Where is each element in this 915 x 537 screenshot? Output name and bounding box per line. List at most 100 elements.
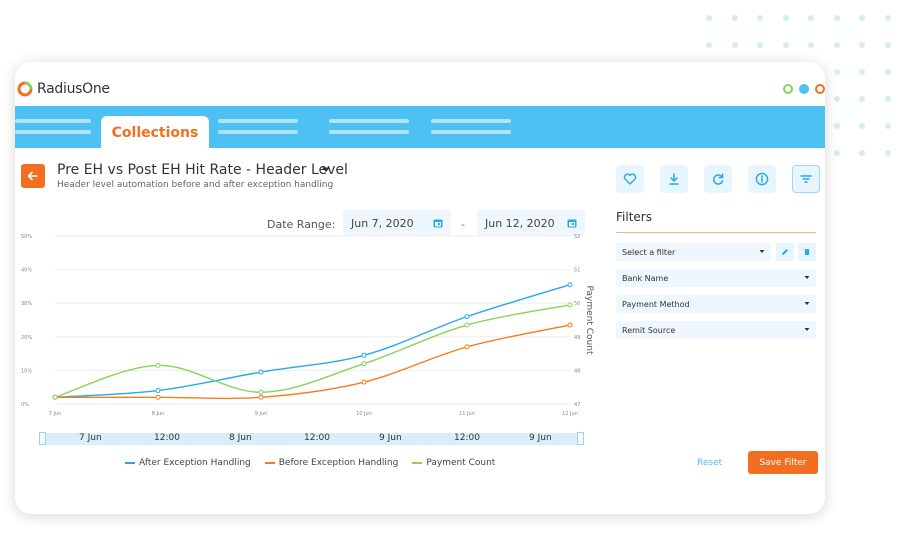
bank-name-filter[interactable]: Bank Name — [616, 269, 816, 287]
refresh-icon — [713, 173, 724, 185]
logo: RadiusOne — [17, 79, 110, 99]
y-right-tick-label: 48 — [574, 368, 580, 374]
window-control-green[interactable] — [783, 84, 793, 94]
trash-icon — [804, 249, 810, 255]
caret-down-icon — [804, 276, 810, 279]
decorative-dot — [782, 42, 789, 48]
tab-placeholder[interactable] — [15, 119, 91, 123]
page-subtitle: Header level automation before and after… — [57, 180, 334, 190]
delete-filter-button[interactable] — [798, 243, 816, 261]
select-filter-dropdown[interactable]: Select a filter — [616, 243, 771, 261]
payment-method-filter[interactable]: Payment Method — [616, 295, 816, 313]
decorative-dot — [706, 42, 712, 48]
decorative-dot — [833, 96, 840, 102]
decorative-dot — [782, 15, 789, 21]
info-button[interactable] — [748, 165, 776, 193]
favorite-button[interactable] — [616, 165, 644, 193]
after-exception-handling-line — [54, 284, 571, 398]
refresh-button[interactable] — [704, 165, 732, 193]
range-handle-right[interactable] — [577, 432, 584, 445]
title-bar: RadiusOne — [15, 62, 825, 106]
edit-filter-button[interactable] — [776, 243, 794, 261]
tab-placeholder[interactable] — [329, 130, 409, 134]
x-tick-label: 11 Jun — [459, 411, 475, 417]
x-tick-label: 10 Jun — [356, 411, 372, 417]
tab-placeholder[interactable] — [218, 130, 298, 134]
decorative-dot — [884, 150, 891, 156]
decorative-dot — [884, 15, 891, 21]
legend-swatch — [125, 462, 135, 464]
decorative-dot — [884, 96, 891, 102]
decorative-dot — [706, 15, 712, 21]
before-exception-handling-point — [361, 379, 367, 385]
decorative-dot — [757, 15, 763, 21]
tab-collections[interactable]: Collections — [101, 116, 209, 150]
tab-placeholder[interactable] — [218, 119, 298, 123]
legend-swatch — [264, 462, 275, 464]
remit-source-filter[interactable]: Remit Source — [616, 321, 816, 339]
caret-down-icon — [804, 302, 810, 305]
save-filter-button[interactable]: Save Filter — [748, 451, 818, 474]
window-control-orange[interactable] — [815, 84, 825, 94]
legend-label: After Exception Handling — [139, 458, 251, 468]
tab-placeholder[interactable] — [15, 130, 91, 134]
y-right-tick-label: 47 — [574, 402, 580, 408]
date-range-label: Date Range: — [267, 218, 336, 231]
payment-count-line — [54, 304, 571, 398]
page-title[interactable]: Pre EH vs Post EH Hit Rate - Header Leve… — [57, 162, 348, 178]
x-tick-label: 8 Jun — [152, 411, 165, 417]
y-left-tick-label: 0% — [21, 402, 29, 408]
x-tick-label: 12 Jun — [562, 411, 578, 417]
end-date-value: Jun 12, 2020 — [485, 216, 555, 230]
decorative-dot — [833, 42, 840, 48]
filter-icon — [800, 175, 812, 183]
after-exception-handling-point — [361, 352, 367, 358]
pencil-icon — [782, 249, 788, 255]
end-date-field[interactable]: Jun 12, 2020 — [477, 210, 585, 236]
y-left-tick-label: 50% — [21, 234, 32, 240]
filters-heading: Filters — [616, 210, 652, 224]
legend-item[interactable]: Before Exception Handling — [264, 458, 399, 468]
decorative-dot — [859, 15, 865, 21]
navigator-label: 12:00 — [154, 433, 180, 443]
download-button[interactable] — [660, 165, 688, 193]
filter-toggle-button[interactable] — [792, 165, 820, 193]
after-exception-handling-point — [258, 369, 264, 375]
bank-name-label: Bank Name — [622, 273, 669, 283]
range-handle-left[interactable] — [39, 432, 46, 445]
tab-placeholder[interactable] — [431, 130, 511, 134]
payment-count-point — [567, 302, 573, 308]
decorative-dot — [731, 42, 738, 48]
tab-placeholder[interactable] — [431, 119, 511, 123]
window-control-blue[interactable] — [799, 84, 809, 94]
legend-label: Before Exception Handling — [278, 458, 399, 468]
date-range-separator: - — [461, 218, 465, 231]
hit-rate-line-chart[interactable]: 0% 10% 20% 30% 40% 50% 47 48 49 50 51 52 Payment Cou… — [15, 232, 605, 482]
y-right-tick-label: 50 — [574, 301, 580, 307]
select-filter-placeholder: Select a filter — [622, 247, 676, 257]
calendar-icon — [567, 219, 577, 228]
tab-placeholder[interactable] — [329, 119, 409, 123]
decorative-dot — [884, 69, 891, 75]
time-range-navigator[interactable] — [41, 433, 583, 445]
legend-label: Payment Count — [426, 458, 496, 468]
y-right-tick-label: 51 — [574, 268, 580, 274]
reset-link[interactable]: Reset — [697, 458, 723, 468]
download-icon — [669, 173, 679, 185]
navigator-label: 9 Jun — [529, 433, 552, 443]
payment-count-point — [464, 322, 470, 328]
decorative-dot — [859, 150, 865, 156]
y-left-tick-label: 40% — [21, 268, 32, 274]
caret-down-icon[interactable] — [321, 166, 331, 174]
navigator-label: 8 Jun — [229, 433, 252, 443]
payment-method-label: Payment Method — [622, 299, 690, 309]
payment-count-point — [155, 362, 161, 368]
navigator-label: 9 Jun — [379, 433, 402, 443]
legend-item[interactable]: After Exception Handling — [125, 458, 251, 468]
start-date-field[interactable]: Jun 7, 2020 — [343, 210, 451, 236]
start-date-value: Jun 7, 2020 — [351, 216, 414, 230]
y-left-tick-label: 10% — [21, 368, 32, 374]
back-button[interactable] — [21, 164, 45, 188]
app-window: RadiusOne Collections Pre EH vs Post — [15, 62, 825, 514]
legend-item[interactable]: Payment Count — [412, 458, 495, 468]
